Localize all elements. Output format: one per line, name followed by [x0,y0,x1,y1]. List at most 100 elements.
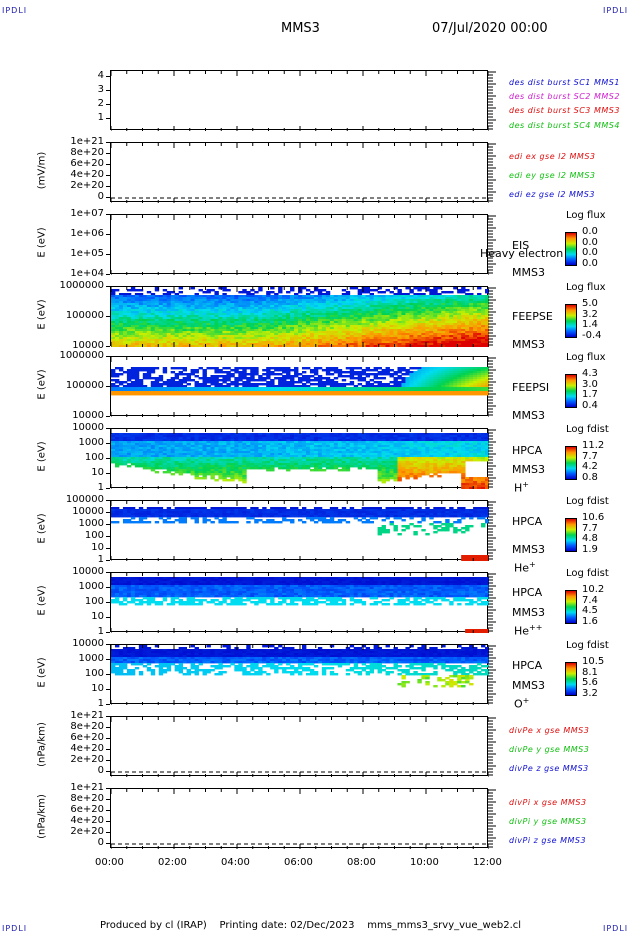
heatmap-cell [162,325,168,328]
heatmap-cell [341,339,347,342]
heatmap-cell [202,437,207,440]
heatmap-cell [270,307,275,310]
heatmap-cell [485,307,489,310]
heatmap-cell [401,343,406,346]
heatmap-cell [457,377,462,380]
heatmap-cell [162,371,168,374]
heatmap-cell [441,373,446,376]
heatmap-cell [214,377,219,380]
heatmap-cell [206,289,211,292]
heatmap-cell [210,383,215,386]
heatmap-cell [202,369,207,372]
heatmap-cell [194,331,199,334]
heatmap-cell [138,389,144,392]
heatmap-cell [250,461,255,464]
heatmap-cell [146,435,152,438]
heatmap-cell [202,393,207,396]
heatmap-cell [158,345,164,347]
heatmap-cell [238,465,243,468]
heatmap-cell [401,367,406,370]
heatmap-cell [477,335,482,338]
heatmap-cell [286,343,291,346]
heatmap-cell [122,341,128,344]
heatmap-cell [449,377,454,380]
heatmap-cell [361,309,367,312]
heatmap-cell [130,311,136,314]
heatmap-cell [210,377,215,380]
heatmap-cell [309,369,315,372]
heatmap-cell [317,341,323,344]
heatmap-cell [234,437,239,440]
heatmap-cell [234,457,239,460]
heatmap-cell [210,319,215,322]
heatmap-cell [369,369,375,372]
heatmap-cell [202,441,207,444]
heatmap-cell [457,385,462,388]
heatmap-cell [377,329,382,332]
heatmap-cell [146,343,152,346]
heatmap-cell [262,345,267,347]
heatmap-cell [202,449,207,452]
heatmap-cell [178,437,184,440]
heatmap-cell [226,387,231,390]
heatmap-cell [313,341,319,344]
heatmap-cell [166,321,172,324]
heatmap-cell [114,451,120,454]
heatmap-cell [142,345,148,347]
heatmap-cell [130,449,136,452]
heatmap-cell [254,391,259,394]
heatmap-cell [313,333,319,336]
heatmap-cell [150,301,156,304]
heatmap-cell [126,373,132,376]
heatmap-cell [309,295,315,298]
heatmap-cell [250,449,255,452]
heatmap-cell [170,383,176,386]
heatmap-cell [425,299,430,302]
heatmap-cell [381,385,386,388]
heatmap-cell [305,341,311,344]
spacecraft-label: MMS3 [512,266,545,279]
y-tick-label: 1000000 [59,350,104,361]
heatmap-cell [417,325,422,328]
heatmap-cell [465,385,470,388]
heatmap-cell [134,315,140,318]
heatmap-cell [282,319,287,322]
heatmap-cell [182,391,187,394]
heatmap-cell [222,469,227,472]
heatmap-cell [178,305,184,308]
heatmap-cell [246,379,251,382]
heatmap-cell [218,287,223,290]
y-tick-label: 100000 [65,310,104,321]
heatmap-cell [210,299,215,302]
heatmap-cell [234,301,239,304]
heatmap-cell [262,379,267,382]
heatmap-cell [174,451,180,454]
heatmap-cell [170,291,176,294]
heatmap-cell [114,391,120,394]
heatmap-cell [238,459,243,462]
heatmap-cell [242,455,247,458]
heatmap-cell [298,379,303,382]
heatmap-cell [118,461,124,464]
heatmap-cell [262,467,267,470]
heatmap-cell [453,329,458,332]
heatmap-cell [218,323,223,326]
heatmap-cell [150,333,156,336]
heatmap-cell [186,333,191,336]
heatmap-cell [405,343,410,346]
heatmap-cell [301,315,307,318]
heatmap-cell [111,371,116,374]
heatmap-cell [481,373,486,376]
heatmap-cell [178,391,184,394]
heatmap-cell [262,377,267,380]
heatmap-cell [194,341,199,344]
heatmap-cell [111,327,116,330]
heatmap-cell [325,309,331,312]
heatmap-cell [286,333,291,336]
heatmap-cell [329,335,335,338]
heatmap-cell [230,457,235,460]
heatmap-cell [465,307,470,310]
heatmap-cell [170,345,176,347]
heatmap-cell [457,289,462,292]
heatmap-cell [325,369,331,372]
